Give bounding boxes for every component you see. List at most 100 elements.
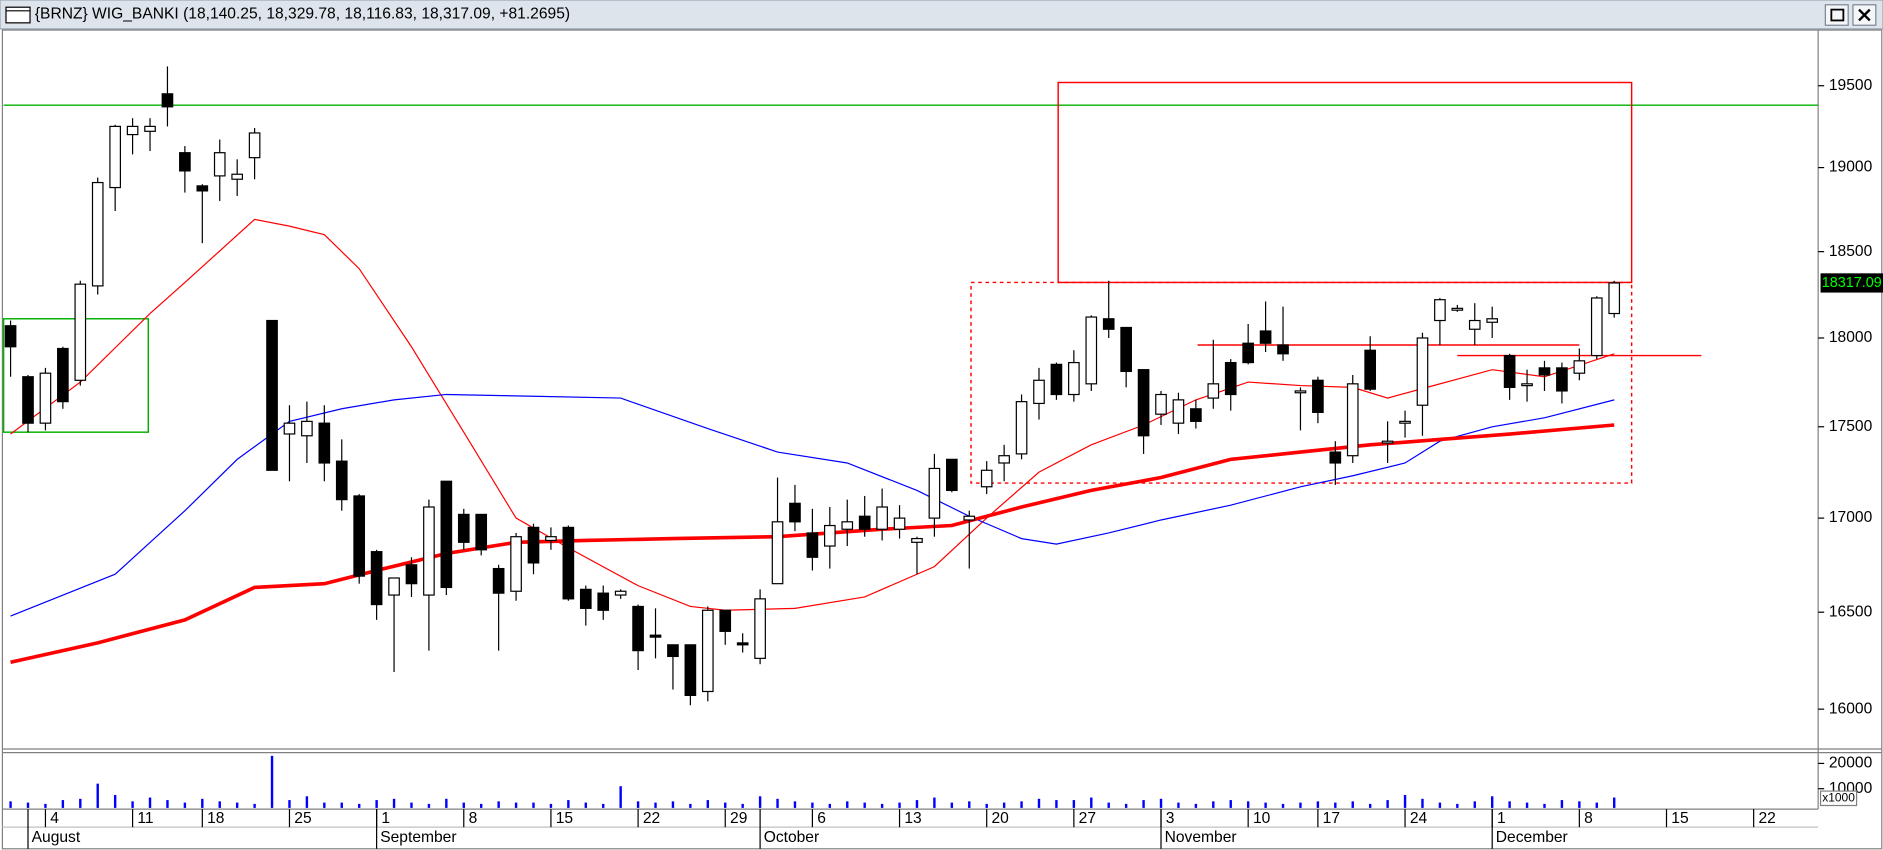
x-tick-label: 8: [469, 810, 478, 827]
candle-body: [1155, 393, 1167, 415]
x-tick-label: 1: [381, 810, 390, 827]
volume-bar: [898, 802, 901, 808]
candle-body: [667, 644, 679, 658]
candle-body: [946, 458, 958, 492]
x-tick-label: 20: [992, 810, 1010, 827]
x-tick-label: 4: [50, 810, 59, 827]
volume-bar: [549, 803, 553, 808]
candle-body: [353, 495, 366, 577]
candle-body: [405, 564, 418, 585]
month-label: November: [1165, 829, 1237, 846]
candle-body: [1573, 360, 1586, 374]
candle-body: [1521, 383, 1533, 387]
candle-body: [1068, 361, 1080, 396]
y-tick-label: 19500: [1829, 77, 1873, 94]
x-tick-label: 10: [1253, 810, 1271, 827]
x-tick-label: 3: [1166, 810, 1175, 827]
month-label: December: [1496, 829, 1568, 846]
candle-body: [1120, 326, 1132, 373]
volume-bar: [933, 797, 936, 808]
volume-bar: [1159, 798, 1163, 808]
volume-bar: [480, 803, 483, 808]
candle-body: [1416, 337, 1429, 406]
volume-bar: [636, 801, 640, 808]
candle-body: [841, 521, 854, 530]
volume-bar: [1613, 797, 1616, 808]
candle-body: [1102, 318, 1115, 330]
y-tick-label: 16000: [1829, 700, 1873, 717]
volume-bar: [1351, 801, 1354, 808]
volume-bar: [776, 798, 779, 808]
candle-body: [1364, 349, 1377, 390]
volume-bar: [9, 801, 12, 808]
volume-bar: [811, 802, 814, 808]
candle-body: [301, 420, 313, 437]
candle-body: [527, 526, 540, 564]
close-button[interactable]: [1852, 4, 1877, 26]
volume-bar: [375, 800, 378, 808]
candle-body: [701, 609, 714, 693]
volume-bar: [1508, 801, 1511, 808]
volume-bar: [1386, 800, 1389, 808]
candle-body: [492, 567, 505, 594]
unit-box: [1819, 790, 1858, 807]
candle-body: [1486, 318, 1499, 323]
volume-bar: [357, 803, 361, 808]
volume-bar: [1055, 800, 1058, 808]
x-tick-label: 22: [1758, 810, 1775, 827]
candle-body: [632, 605, 644, 652]
month-label: October: [764, 829, 819, 846]
candle-body: [614, 590, 627, 596]
volume-bar: [1543, 803, 1546, 808]
candle-body: [248, 132, 261, 159]
candle-body: [1451, 307, 1464, 311]
volume-bar: [1368, 803, 1372, 808]
y-tick-label: 18000: [1829, 329, 1873, 346]
volume-bar: [950, 802, 954, 808]
volume-bar: [1264, 802, 1267, 808]
candle-body: [1608, 282, 1621, 315]
volume-bar: [1177, 802, 1180, 808]
candle-body: [213, 152, 226, 177]
x-tick-label: 15: [556, 810, 574, 827]
candle-body: [736, 642, 749, 646]
volume-bar: [1456, 803, 1459, 808]
candle-body: [1503, 354, 1516, 388]
volume-bar: [410, 802, 413, 808]
y-tick-label: 16500: [1829, 603, 1873, 620]
x-tick-label: 17: [1323, 810, 1340, 827]
candle-body: [562, 526, 575, 600]
candle-body: [475, 513, 488, 551]
volume-bar: [462, 802, 465, 808]
frame: [1, 29, 1883, 850]
candle-body: [1556, 367, 1568, 392]
candle-body: [1242, 342, 1254, 364]
volume-bar: [427, 803, 431, 808]
x-tick-label: 25: [294, 810, 312, 827]
x-tick-label: 24: [1410, 810, 1428, 827]
candle-body: [283, 422, 296, 435]
x-tick-label: 15: [1671, 810, 1689, 827]
candle-body: [684, 644, 697, 697]
volume-bar: [1212, 801, 1215, 808]
candle-body: [911, 537, 923, 543]
y-tick-label: 17500: [1829, 418, 1873, 435]
volume-bar: [1281, 803, 1285, 808]
y-tick-label: 17000: [1829, 509, 1873, 526]
volume-bar: [1334, 802, 1337, 808]
volume-bar: [1090, 797, 1093, 808]
volume-bar: [44, 803, 47, 808]
volume-bar: [724, 802, 727, 808]
volume-bar: [26, 802, 30, 808]
volume-bar: [1072, 800, 1076, 808]
maximize-button[interactable]: [1824, 4, 1849, 26]
volume-bar: [619, 786, 622, 808]
month-label: September: [380, 829, 456, 846]
volume-bar: [305, 796, 309, 808]
candle-body: [1312, 379, 1324, 413]
volume-bar: [1438, 802, 1442, 808]
candle-body: [22, 376, 34, 424]
candle-body: [545, 536, 557, 542]
volume-bar: [828, 803, 832, 808]
